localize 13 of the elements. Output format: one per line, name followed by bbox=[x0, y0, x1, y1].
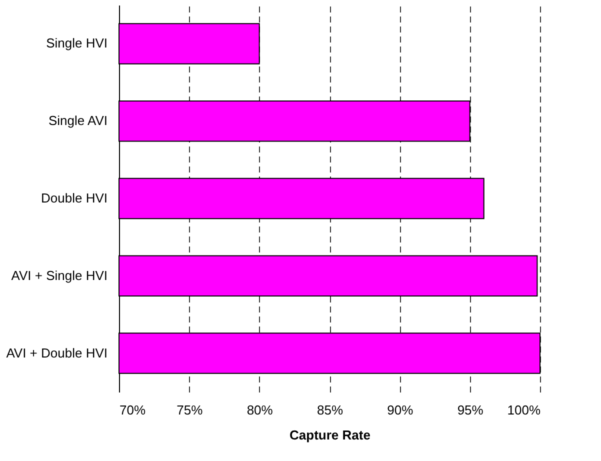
x-tick-label: 90% bbox=[387, 402, 414, 418]
y-tick-label: Single AVI bbox=[48, 113, 108, 128]
y-tick-label: Double HVI bbox=[41, 190, 108, 206]
x-tick-label: 85% bbox=[316, 402, 344, 418]
y-tick-label: AVI + Double HVI bbox=[6, 345, 108, 360]
x-tick-label: 100% bbox=[507, 402, 541, 418]
x-tick-label: 95% bbox=[457, 402, 484, 418]
x-tick-label: 70% bbox=[120, 402, 146, 418]
x-axis-title: Capture Rate bbox=[290, 428, 370, 442]
y-tick-label: Single HVI bbox=[46, 36, 108, 51]
y-tick-label: AVI + Single HVI bbox=[11, 268, 108, 283]
x-tick-label: 80% bbox=[246, 402, 274, 418]
x-tick-label: 75% bbox=[176, 402, 204, 418]
